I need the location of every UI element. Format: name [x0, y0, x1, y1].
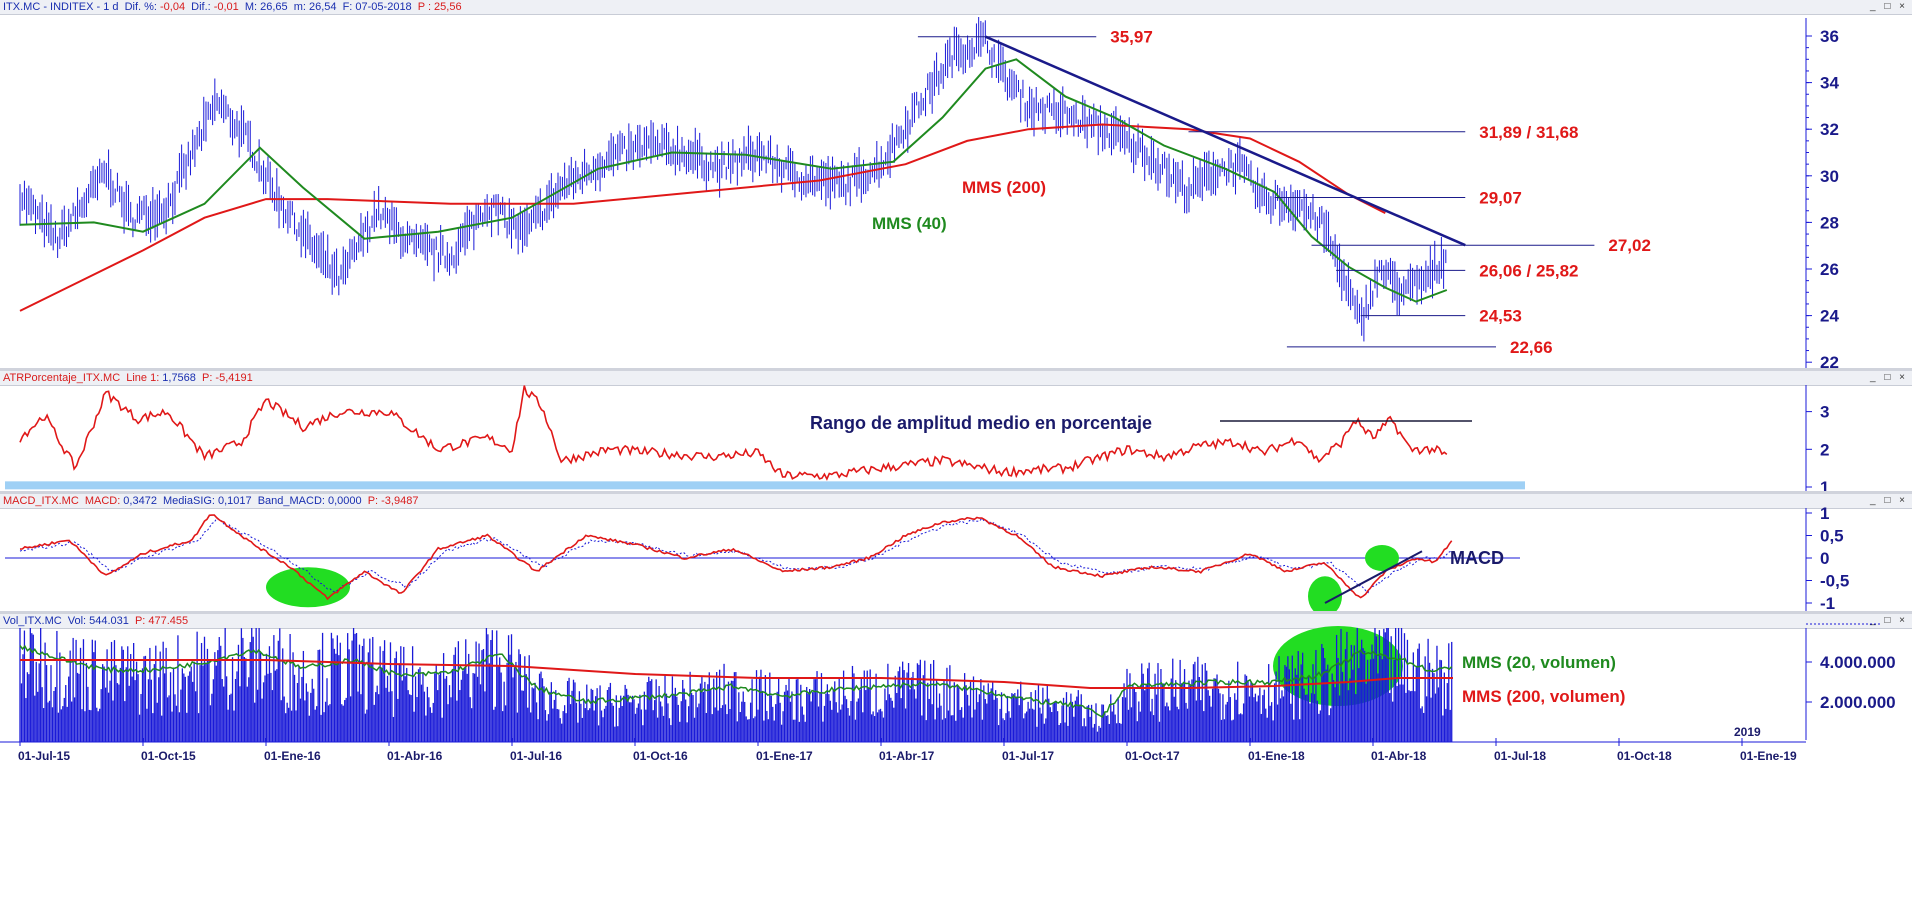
x-tick-label: 01-Ene-19 [1740, 749, 1797, 763]
x-tick-label: 01-Oct-17 [1125, 749, 1180, 763]
x-tick-label: 01-Jul-16 [510, 749, 562, 763]
vol-price: P: 477.455 [134, 615, 189, 627]
x-tick-label: 01-Ene-18 [1248, 749, 1305, 763]
trend-line [985, 35, 1466, 247]
symbol-label: ITX.MC - INDITEX - 1 d [3, 1, 119, 13]
level-label: 26,06 / 25,82 [1479, 261, 1578, 280]
price-pane-header: ITX.MC - INDITEX - 1 d Dif. %: -0,04 Dif.… [0, 0, 1912, 15]
macd-highlight-ellipse [1308, 576, 1342, 611]
y-tick-label: 36 [1820, 27, 1839, 46]
level-label: 27,02 [1608, 236, 1651, 255]
y-tick-label: 30 [1820, 167, 1839, 186]
macd-value: 0,3472 [123, 495, 157, 507]
x-tick-label: 01-Jul-17 [1002, 749, 1054, 763]
price-pane[interactable]: ITX.MC - INDITEX - 1 d Dif. %: -0,04 Dif.… [0, 0, 1912, 368]
macd-signal-line [19, 517, 1452, 594]
pane-window-controls[interactable]: _ □ × [1870, 372, 1908, 383]
macd-line [19, 514, 1453, 601]
atr-line [19, 385, 1448, 481]
pane-window-controls[interactable]: _ □ × [1870, 1, 1908, 12]
level-label: 22,66 [1510, 338, 1553, 357]
pane-window-controls[interactable]: _ □ × [1870, 495, 1908, 506]
max-value: M: 26,65 [244, 1, 288, 13]
macd-highlight-ellipse [1365, 545, 1399, 571]
volume-chart: 4.000.000 2.000.000 MMS (20, volumen) MMS (… [0, 623, 1896, 763]
volume-pane-header: Vol_ITX.MC Vol: 544.031 P: 477.455 _ □ × [0, 614, 1912, 629]
y-tick-label: 1 [1820, 504, 1829, 523]
y-tick-label: 1 [1820, 478, 1829, 491]
price-value: P : 25,56 [417, 1, 462, 13]
y-tick-label: 24 [1820, 307, 1839, 326]
y-tick-label: 3 [1820, 403, 1829, 422]
atr-name: ATRPorcentaje_ITX.MC [3, 372, 121, 384]
atr-price: P: -5,4191 [201, 372, 253, 384]
volume-ma20-line [19, 644, 1453, 719]
atr-pane-header: ATRPorcentaje_ITX.MC Line 1: 1,7568 P: -5… [0, 371, 1912, 386]
atr-chart: 3 2 1 Rango de amplitud medio en porcentaje [5, 385, 1829, 491]
level-label: 35,97 [1110, 28, 1153, 47]
year-marker: 2019 [1734, 725, 1761, 739]
atr-line-value: 1,7568 [162, 372, 196, 384]
y-tick-label: 32 [1820, 120, 1839, 139]
date-value: F: 07-05-2018 [342, 1, 412, 13]
price-chart: 36 34 32 30 28 26 24 22 35,97 31,89 / 31,68 29,07 2… [19, 17, 1839, 368]
y-tick-label: 28 [1820, 213, 1839, 232]
y-tick-label: 4.000.000 [1820, 653, 1896, 672]
macd-pane-header: MACD_ITX.MC MACD: 0,3472 MediaSIG: 0,1017 … [0, 494, 1912, 509]
y-tick-label: 22 [1820, 353, 1839, 368]
y-tick-label: 0,5 [1820, 527, 1844, 546]
y-tick-label: -0,5 [1820, 572, 1849, 591]
atr-pane[interactable]: ATRPorcentaje_ITX.MC Line 1: 1,7568 P: -5… [0, 371, 1912, 491]
x-tick-label: 01-Abr-17 [879, 749, 935, 763]
pane-splitter[interactable] [0, 491, 1912, 494]
atr-base-band [5, 481, 1525, 490]
ma200-label: MMS (200) [962, 178, 1046, 197]
macd-trend-line [1324, 550, 1423, 604]
macd-highlight-ellipse [266, 567, 350, 608]
macd-caption: MACD [1450, 548, 1504, 568]
x-tick-label: 01-Jul-15 [18, 749, 70, 763]
x-tick-label: 01-Abr-16 [387, 749, 443, 763]
y-tick-label: 0 [1820, 549, 1829, 568]
x-tick-label: 01-Oct-15 [141, 749, 196, 763]
band-value: 0,0000 [327, 495, 362, 507]
pane-window-controls[interactable]: _ □ × [1870, 615, 1908, 626]
volume-ma200-line [20, 659, 1453, 689]
level-label: 29,07 [1479, 188, 1522, 207]
x-tick-label: 01-Ene-17 [756, 749, 813, 763]
y-tick-label: 26 [1820, 260, 1839, 279]
vol-name: Vol_ITX.MC [3, 615, 62, 627]
vol-ma20-label: MMS (20, volumen) [1462, 653, 1616, 672]
pane-splitter[interactable] [0, 611, 1912, 614]
level-label: 24,53 [1479, 307, 1522, 326]
y-tick-label: 2 [1820, 440, 1829, 459]
x-tick-label: 01-Oct-18 [1617, 749, 1672, 763]
pane-splitter[interactable] [0, 368, 1912, 371]
x-tick-label: 01-Abr-18 [1371, 749, 1427, 763]
ma40-line [19, 58, 1448, 303]
ma40-label: MMS (40) [872, 214, 947, 233]
macd-pane[interactable]: MACD_ITX.MC MACD: 0,3472 MediaSIG: 0,1017 … [0, 494, 1912, 611]
level-label: 31,89 / 31,68 [1479, 123, 1578, 142]
y-tick-label: -1 [1820, 594, 1835, 611]
min-value: m: 26,54 [293, 1, 337, 13]
signal-value: 0,1017 [217, 495, 252, 507]
macd-price: P: -3,9487 [367, 495, 419, 507]
y-tick-label: 2.000.000 [1820, 693, 1896, 712]
x-tick-label: 01-Jul-18 [1494, 749, 1546, 763]
vol-value: 544.031 [89, 615, 129, 627]
dif-pct-value: -0,04 [159, 1, 186, 13]
y-tick-label: 34 [1820, 74, 1839, 93]
atr-caption: Rango de amplitud medio en porcentaje [810, 413, 1152, 433]
macd-name: MACD_ITX.MC [3, 495, 79, 507]
x-tick-label: 01-Oct-16 [633, 749, 688, 763]
ma200-line [19, 123, 1386, 312]
volume-pane[interactable]: Vol_ITX.MC Vol: 544.031 P: 477.455 _ □ × … [0, 614, 1912, 922]
x-tick-label: 01-Ene-16 [264, 749, 321, 763]
vol-ma200-label: MMS (200, volumen) [1462, 687, 1625, 706]
macd-chart: 1 0,5 0 -0,5 -1 MACD [5, 504, 1849, 611]
dif-value: -0,01 [213, 1, 239, 13]
